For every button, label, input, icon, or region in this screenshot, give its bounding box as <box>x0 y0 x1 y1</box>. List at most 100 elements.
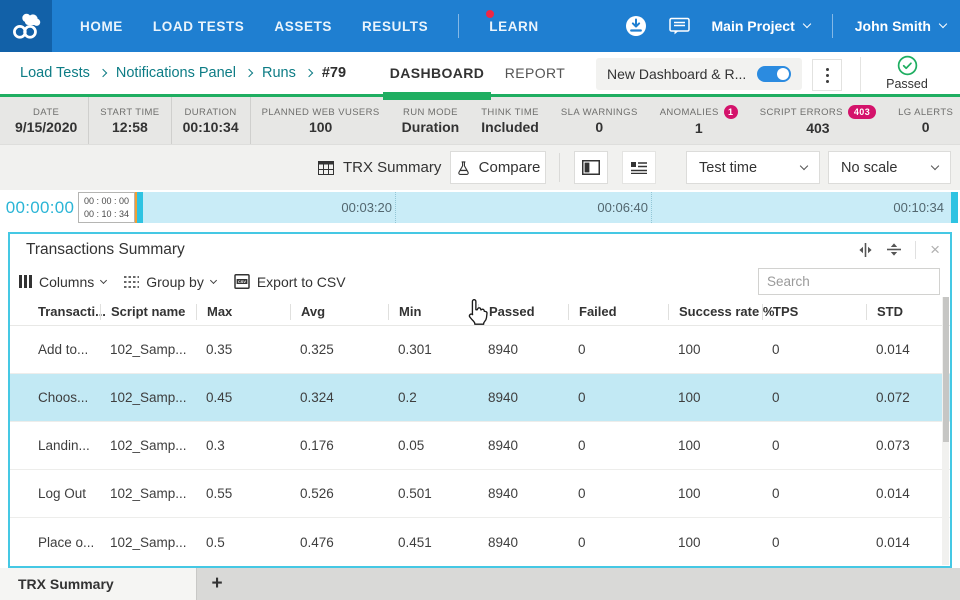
table-row[interactable]: Add to... 102_Samp... 0.35 0.325 0.301 8940 0 1… <box>10 326 950 374</box>
panel-header[interactable]: Transactions Summary <box>10 234 950 265</box>
table-cell: 102_Samp... <box>110 486 187 501</box>
chevron-down-icon <box>930 161 940 170</box>
column-header-max[interactable]: Max <box>196 303 290 320</box>
breadcrumb-link-runs[interactable]: Runs <box>261 65 296 81</box>
table-cell: 0.073 <box>876 438 910 453</box>
stat-value: 1 <box>694 120 703 136</box>
timeline-current-time: 00:00:00 <box>5 197 75 217</box>
table-cell: 102_Samp... <box>110 534 187 550</box>
run-timeline: 00:00:00 00 : 00 : 00 00 : 10 : 34 00:03… <box>0 190 960 225</box>
stat-value: 00:10:34 <box>182 118 239 135</box>
column-header-failed[interactable]: Failed <box>568 303 668 320</box>
cloud-infinity-logo-icon <box>13 13 41 39</box>
nav-item-assets[interactable]: ASSETS <box>274 18 333 34</box>
time-range-select-value: Test time <box>699 159 758 176</box>
add-widget-button[interactable] <box>622 151 656 184</box>
table-cell: 100 <box>678 438 701 453</box>
nav-item-learn[interactable]: LEARN <box>486 9 539 34</box>
column-header-success-rate[interactable]: Success rate % <box>668 303 774 320</box>
table-cell: 0.014 <box>876 342 910 357</box>
alert-badge[interactable]: 1 <box>723 105 738 119</box>
time-range-select[interactable]: Test time <box>686 151 820 184</box>
columns-menu-label: Columns <box>39 273 95 290</box>
table-cell: 0.2 <box>398 390 417 405</box>
table-cell: 0.5 <box>206 534 225 550</box>
table-cell: 0.45 <box>206 390 233 405</box>
trx-summary-button[interactable]: TRX Summary <box>318 145 441 190</box>
panel-layout-icon <box>582 160 600 175</box>
csv-file-icon: CSV <box>234 274 250 289</box>
nav-item-load-tests[interactable]: LOAD TESTS <box>152 18 245 34</box>
table-cell: 8940 <box>488 486 519 501</box>
chevron-down-icon <box>100 276 108 285</box>
breadcrumb-chevron-icon <box>98 68 108 78</box>
scrollbar-thumb[interactable] <box>942 297 949 442</box>
nav-item-home[interactable]: HOME <box>80 18 123 34</box>
table-header-row: Transacti... Script name Max Avg Min Passed Fa… <box>10 298 950 326</box>
stat-value: 0 <box>595 118 604 135</box>
breadcrumb-link-load-tests[interactable]: Load Tests <box>20 65 90 81</box>
toggle-switch-on[interactable] <box>757 66 792 82</box>
breadcrumb-link-notifications-panel[interactable]: Notifications Panel <box>115 65 236 81</box>
timeline-tick-label: 00:06:40 <box>597 200 648 215</box>
chevron-down-icon <box>802 19 812 29</box>
stat-date: DATE 9/15/2020 <box>4 97 90 144</box>
user-menu[interactable]: John Smith <box>855 18 948 34</box>
table-row[interactable]: Log Out 102_Samp... 0.55 0.526 0.501 8940 0 100… <box>10 470 950 518</box>
column-header-tps[interactable]: TPS <box>762 303 866 320</box>
table-row[interactable]: Place o... 102_Samp... 0.5 0.476 0.451 8940 0 1… <box>10 518 950 566</box>
table-cell: 0 <box>772 342 780 357</box>
table-row[interactable]: Landin... 102_Samp... 0.3 0.176 0.05 8940 0 100… <box>10 422 950 470</box>
column-header-std[interactable]: STD <box>866 303 950 320</box>
timeline-playhead[interactable] <box>137 192 143 223</box>
tab-dashboard[interactable]: DASHBOARD <box>383 52 491 100</box>
run-alert-stats: SLA WARNINGS 0 ANOMALIES 1 1 SCRIPT ERRORS 403… <box>550 105 960 136</box>
search-input[interactable] <box>767 274 944 289</box>
breadcrumb: Load Tests Notifications Panel Runs #79 <box>20 52 346 94</box>
tab-trx-summary[interactable]: TRX Summary <box>0 568 197 600</box>
toggle-knob <box>777 68 790 80</box>
stat-label: LG ALERTS <box>898 106 954 118</box>
timeline-track[interactable] <box>143 192 951 223</box>
layout-panel-button[interactable] <box>574 151 608 184</box>
resize-vertical-icon[interactable] <box>887 242 902 257</box>
timeline-tick-label: 00:10:34 <box>893 200 944 215</box>
scale-select[interactable]: No scale <box>828 151 951 184</box>
app-logo[interactable] <box>0 0 52 52</box>
table-cell: 8940 <box>488 438 519 453</box>
stat-value: 403 <box>806 120 830 136</box>
table-cell: 102_Samp... <box>110 342 187 357</box>
tab-report[interactable]: REPORT <box>502 52 568 94</box>
new-dashboard-toggle[interactable]: New Dashboard & R... <box>596 58 803 90</box>
table-row[interactable]: Choos... 102_Samp... 0.45 0.324 0.2 8940 0 100 0… <box>10 374 950 422</box>
add-tab-button[interactable]: + <box>211 573 223 594</box>
project-menu-label: Main Project <box>711 18 795 34</box>
compare-button[interactable]: Compare <box>450 151 546 184</box>
panel-title: Transactions Summary <box>26 240 185 258</box>
table-cell: Place o... <box>38 534 95 550</box>
column-header-script-name[interactable]: Script name <box>100 303 196 320</box>
feedback-icon[interactable] <box>668 17 690 36</box>
header-divider <box>860 57 861 92</box>
table-body: Add to... 102_Samp... 0.35 0.325 0.301 8940 0 1… <box>10 326 950 566</box>
download-center-icon[interactable] <box>625 15 647 37</box>
export-csv-button[interactable]: CSV Export to CSV <box>234 274 346 290</box>
timeline-start-marker <box>135 192 137 223</box>
column-header-avg[interactable]: Avg <box>290 303 388 320</box>
chevron-down-icon <box>938 19 948 29</box>
column-header-passed[interactable]: Passed <box>478 303 568 320</box>
stat-start-time: START TIME 12:58 <box>89 97 172 144</box>
alert-badge[interactable]: 403 <box>847 105 877 119</box>
more-options-button[interactable] <box>812 59 842 91</box>
column-header-transacti[interactable]: Transacti... <box>38 303 106 319</box>
columns-menu-button[interactable]: Columns <box>19 273 108 290</box>
timeline-total: 00 : 10 : 34 <box>84 209 130 219</box>
dashboard-toolbar: TRX Summary Compare <box>0 145 960 190</box>
group-by-menu-button[interactable]: Group by <box>124 274 217 290</box>
project-menu[interactable]: Main Project <box>711 18 812 34</box>
nav-item-results[interactable]: RESULTS <box>362 18 429 34</box>
column-header-min[interactable]: Min <box>388 303 478 320</box>
resize-horizontal-icon[interactable] <box>858 242 873 257</box>
close-panel-icon[interactable]: × <box>930 240 940 259</box>
